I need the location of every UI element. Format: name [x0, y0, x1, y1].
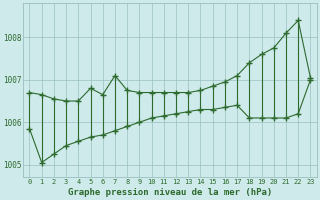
X-axis label: Graphe pression niveau de la mer (hPa): Graphe pression niveau de la mer (hPa): [68, 188, 272, 197]
